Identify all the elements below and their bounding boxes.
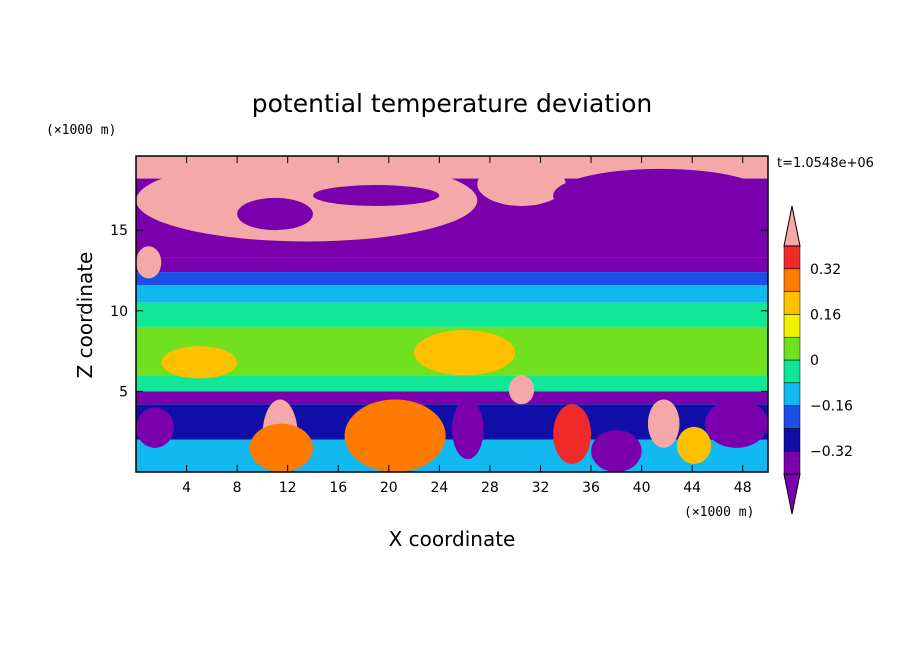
colorbar-over-arrow [783, 205, 801, 247]
colorbar-segment-5 [783, 336, 801, 361]
field-region-8 [508, 375, 535, 405]
x-tick-label-9: 40 [633, 480, 651, 496]
field-region-14 [676, 426, 712, 464]
x-tick-label-5: 24 [430, 480, 448, 496]
time-label: t=1.0548e+06 [777, 156, 874, 171]
field-band-2 [136, 257, 768, 273]
x-tick-label-4: 20 [380, 480, 398, 496]
colorbar-label-0: −0.32 [810, 444, 853, 460]
x-unit-label: (×1000 m) [684, 505, 754, 520]
colorbar-segment-7 [783, 291, 801, 315]
field-band-5 [136, 302, 768, 327]
field-band-4 [136, 284, 768, 303]
field-band-8 [136, 391, 768, 405]
y-tick-label-2: 15 [110, 223, 128, 239]
x-tick-label-10: 44 [683, 480, 701, 496]
colorbar-segment-6 [783, 314, 801, 338]
colorbar-label-2: 0 [810, 353, 819, 369]
field-region-1 [477, 162, 566, 206]
chart-title: potential temperature deviation [252, 89, 652, 118]
field-region-5 [136, 246, 162, 279]
field-region-11 [344, 399, 446, 472]
y-axis-label: Z coordinate [73, 252, 97, 379]
field-region-16 [553, 404, 592, 464]
field-region-17 [591, 430, 642, 472]
field-band-10 [136, 439, 768, 472]
plot-frame [135, 155, 769, 473]
colorbar-label-3: 0.16 [810, 307, 841, 323]
colorbar-segment-2 [783, 405, 801, 429]
y-unit-label: (×1000 m) [46, 123, 116, 138]
field-region-4 [312, 185, 440, 206]
colorbar-segment-4 [783, 359, 801, 384]
x-tick-label-6: 28 [481, 480, 499, 496]
colorbar-under-arrow [783, 473, 801, 515]
field-region-12 [249, 423, 313, 472]
colorbar-label-1: −0.16 [810, 399, 853, 415]
x-tick-label-3: 16 [329, 480, 347, 496]
x-tick-label-2: 12 [279, 480, 297, 496]
field-region-19 [136, 407, 174, 448]
field-region-18 [704, 399, 768, 448]
field-band-7 [136, 375, 768, 392]
x-tick-label-0: 4 [182, 480, 191, 496]
y-tick-label-0: 5 [119, 384, 128, 400]
colorbar-segment-0 [783, 450, 801, 475]
field-region-0 [136, 159, 478, 242]
colorbar-segment-9 [783, 245, 801, 270]
x-axis-label: X coordinate [389, 527, 516, 551]
colorbar-segment-1 [783, 428, 801, 452]
field-region-6 [161, 346, 238, 379]
x-tick-label-1: 8 [233, 480, 242, 496]
field-band-3 [136, 272, 768, 285]
y-tick-label-1: 10 [110, 304, 128, 320]
field-region-2 [553, 168, 768, 223]
field-region-7 [414, 330, 516, 376]
colorbar-label-4: 0.32 [810, 262, 841, 278]
field-region-13 [452, 399, 484, 460]
colorbar-segment-3 [783, 382, 801, 406]
x-tick-label-7: 32 [532, 480, 550, 496]
x-tick-label-11: 48 [734, 480, 752, 496]
colorbar-segment-8 [783, 268, 801, 292]
field-region-15 [647, 399, 680, 448]
field-region-3 [237, 197, 313, 231]
x-tick-label-8: 36 [582, 480, 600, 496]
